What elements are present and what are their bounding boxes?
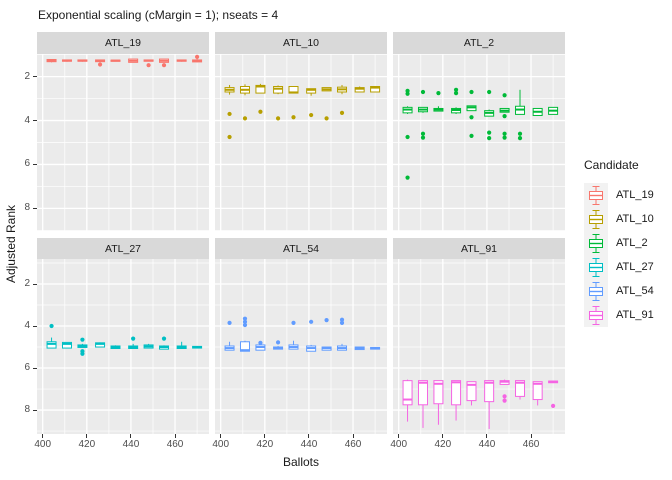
legend-item-label: ATL_91 bbox=[616, 309, 654, 321]
x-axis-tick bbox=[130, 434, 132, 438]
boxplot-key-icon bbox=[584, 255, 608, 279]
y-tick-label: 8 bbox=[24, 404, 30, 416]
facet-panel-ATL_54 bbox=[215, 259, 387, 434]
y-tick-label: 6 bbox=[24, 362, 30, 374]
legend-item-label: ATL_27 bbox=[616, 261, 654, 273]
x-tick-label: 460 bbox=[522, 439, 540, 450]
x-axis-tick bbox=[86, 434, 88, 438]
y-axis-tick bbox=[33, 325, 37, 327]
facet-strip-ATL_19: ATL_19 bbox=[37, 32, 209, 54]
x-tick-label: 420 bbox=[434, 439, 452, 450]
x-tick-label: 420 bbox=[78, 439, 96, 450]
x-tick-label: 420 bbox=[256, 439, 274, 450]
legend-item-label: ATL_54 bbox=[616, 285, 654, 297]
x-axis-tick bbox=[530, 434, 532, 438]
facet-strip-ATL_27: ATL_27 bbox=[37, 238, 209, 259]
y-axis-tick bbox=[33, 367, 37, 369]
legend-item-ATL_54: ATL_54 bbox=[584, 279, 654, 303]
y-axis-tick bbox=[33, 283, 37, 285]
x-tick-label: 460 bbox=[344, 439, 362, 450]
y-axis-tick bbox=[33, 163, 37, 165]
legend-items: ATL_19 ATL_10 ATL_2 ATL_27 ATL_54 ATL_91 bbox=[584, 183, 654, 327]
legend-item-label: ATL_2 bbox=[616, 237, 648, 249]
facet-strip-ATL_10: ATL_10 bbox=[215, 32, 387, 54]
x-axis-tick bbox=[352, 434, 354, 438]
y-axis-tick bbox=[33, 409, 37, 411]
legend-item-label: ATL_10 bbox=[616, 213, 654, 225]
y-axis-tick bbox=[33, 120, 37, 122]
y-axis-tick bbox=[33, 207, 37, 209]
boxplot-key-icon bbox=[584, 183, 608, 207]
chart-title: Exponential scaling (cMargin = 1); nseat… bbox=[38, 8, 279, 22]
x-axis-tick bbox=[264, 434, 266, 438]
boxplot-key-icon bbox=[584, 207, 608, 231]
facet-panel-ATL_2 bbox=[393, 54, 565, 231]
x-tick-label: 440 bbox=[122, 439, 140, 450]
facet-strip-ATL_2: ATL_2 bbox=[393, 32, 565, 54]
facet-panel-ATL_10 bbox=[215, 54, 387, 231]
facet-strip-ATL_54: ATL_54 bbox=[215, 238, 387, 259]
facet-panel-ATL_19 bbox=[37, 54, 209, 231]
x-axis-tick bbox=[486, 434, 488, 438]
y-axis-tick bbox=[33, 76, 37, 78]
x-tick-label: 440 bbox=[478, 439, 496, 450]
x-tick-label: 460 bbox=[166, 439, 184, 450]
x-tick-label: 400 bbox=[34, 439, 52, 450]
legend-item-ATL_2: ATL_2 bbox=[584, 231, 654, 255]
y-tick-label: 8 bbox=[24, 202, 30, 214]
x-tick-label: 400 bbox=[390, 439, 408, 450]
x-tick-label: 440 bbox=[300, 439, 318, 450]
legend-item-ATL_19: ATL_19 bbox=[584, 183, 654, 207]
x-axis-tick bbox=[174, 434, 176, 438]
y-tick-label: 2 bbox=[24, 70, 30, 82]
x-axis-tick bbox=[42, 434, 44, 438]
legend-title: Candidate bbox=[584, 158, 639, 172]
facet-strip-ATL_91: ATL_91 bbox=[393, 238, 565, 259]
y-tick-label: 2 bbox=[24, 278, 30, 289]
legend-item-label: ATL_19 bbox=[616, 189, 654, 201]
y-tick-label: 4 bbox=[24, 114, 30, 126]
x-axis-tick bbox=[398, 434, 400, 438]
x-tick-label: 400 bbox=[212, 439, 230, 450]
boxplot-key-icon bbox=[584, 231, 608, 255]
legend-item-ATL_10: ATL_10 bbox=[584, 207, 654, 231]
boxplot-key-icon bbox=[584, 303, 608, 327]
facet-panel-ATL_27 bbox=[37, 259, 209, 434]
x-axis-tick bbox=[308, 434, 310, 438]
facet-panel-ATL_91 bbox=[393, 259, 565, 434]
x-axis-title: Ballots bbox=[282, 455, 320, 469]
y-tick-label: 6 bbox=[24, 158, 30, 170]
x-axis-tick bbox=[442, 434, 444, 438]
legend-item-ATL_27: ATL_27 bbox=[584, 255, 654, 279]
y-tick-label: 4 bbox=[24, 320, 30, 332]
x-axis-tick bbox=[220, 434, 222, 438]
legend-item-ATL_91: ATL_91 bbox=[584, 303, 654, 327]
boxplot-key-icon bbox=[584, 279, 608, 303]
legend: Candidate ATL_19 ATL_10 ATL_2 ATL_27 ATL_54 A… bbox=[584, 158, 654, 327]
